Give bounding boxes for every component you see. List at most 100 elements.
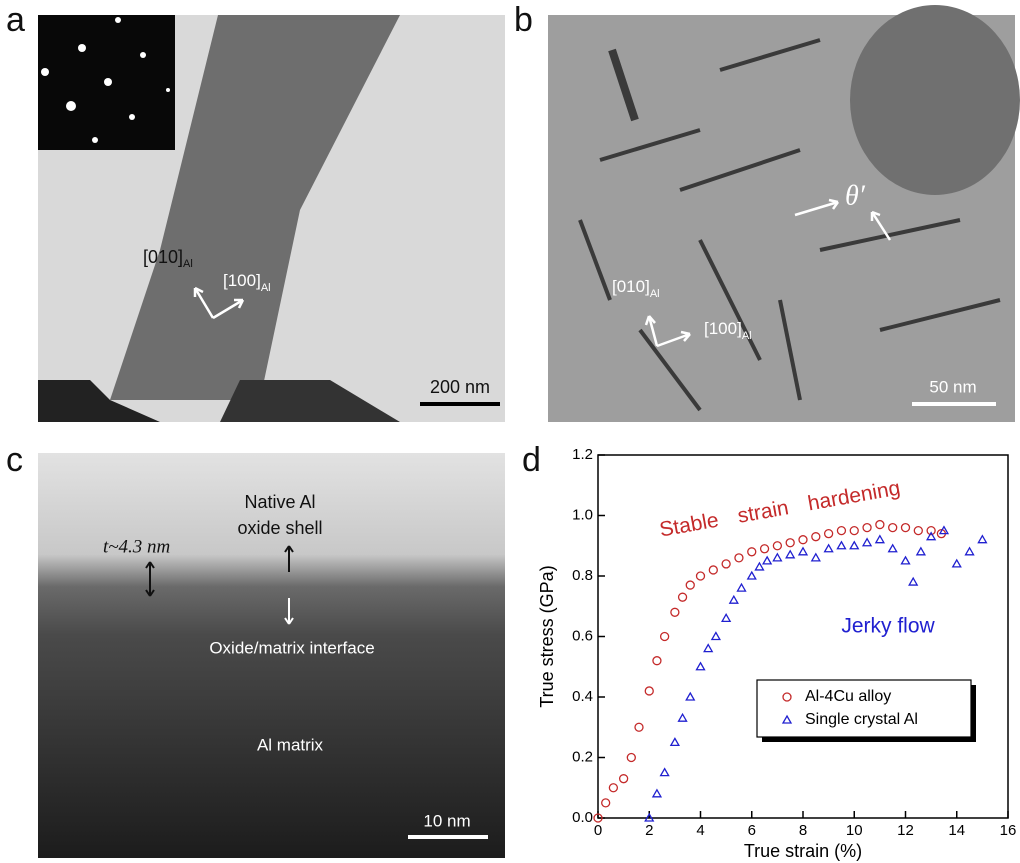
data-point: [748, 572, 756, 579]
panel-label: a: [6, 1, 25, 39]
data-point: [735, 554, 743, 562]
panel-label: b: [514, 1, 533, 39]
figure: a b c d [010]Al [100]Al 200 nm: [0, 0, 1020, 863]
data-point: [773, 554, 781, 561]
data-point: [889, 545, 897, 552]
y-tick-label: 0.2: [572, 748, 593, 765]
data-point: [709, 566, 717, 574]
data-point: [786, 539, 794, 547]
scale-bar-label: 50 nm: [929, 377, 976, 396]
data-point: [697, 572, 705, 580]
legend: Al-4Cu alloy Single crystal Al: [757, 680, 976, 742]
data-point: [722, 614, 730, 621]
panel-label: c: [6, 441, 23, 479]
data-point: [953, 560, 961, 567]
interface-label: Oxide/matrix interface: [209, 638, 374, 657]
y-tick-label: 0.8: [572, 567, 593, 584]
data-point: [609, 784, 617, 792]
x-tick-label: 4: [696, 822, 704, 839]
x-tick-label: 8: [799, 822, 807, 839]
scale-bar: [912, 402, 996, 406]
data-point: [763, 557, 771, 564]
data-point: [704, 645, 712, 652]
data-point: [712, 633, 720, 640]
data-point: [786, 551, 794, 558]
data-point: [917, 548, 925, 555]
data-point: [748, 548, 756, 556]
data-point: [902, 524, 910, 532]
data-point: [876, 536, 884, 543]
data-point: [825, 530, 833, 538]
data-point: [755, 563, 763, 570]
panel-a: [010]Al [100]Al 200 nm: [38, 15, 505, 422]
data-point: [876, 521, 884, 529]
data-point: [645, 687, 653, 695]
matrix-label: Al matrix: [257, 735, 324, 754]
x-tick-label: 14: [948, 822, 965, 839]
data-point: [627, 754, 635, 762]
shell-label: Native Al: [244, 492, 315, 512]
x-tick-label: 10: [846, 822, 863, 839]
x-axis-label: True strain (%): [744, 841, 862, 861]
shell-label: oxide shell: [237, 518, 322, 538]
data-point: [902, 557, 910, 564]
scale-bar-label: 10 nm: [423, 811, 470, 830]
data-point: [661, 769, 669, 776]
data-point: [730, 596, 738, 603]
data-point: [679, 714, 687, 721]
data-point: [697, 663, 705, 670]
precipitate-label: θ′: [845, 180, 866, 211]
data-point: [620, 775, 628, 783]
y-tick-label: 1.0: [572, 506, 593, 523]
y-axis-label: True stress (GPa): [537, 565, 557, 707]
data-point: [761, 545, 769, 553]
legend-label: Single crystal Al: [805, 711, 918, 728]
data-point: [837, 527, 845, 535]
data-point: [602, 799, 610, 807]
y-tick-label: 0.4: [572, 688, 593, 705]
data-point: [812, 554, 820, 561]
legend-label: Al-4Cu alloy: [805, 688, 891, 705]
x-tick-label: 0: [594, 822, 602, 839]
y-tick-label: 1.2: [572, 446, 593, 463]
data-point: [635, 723, 643, 731]
data-point: [671, 738, 679, 745]
x-tick-label: 16: [1000, 822, 1017, 839]
panel-b: [010]Al [100]Al θ′ 50 nm: [548, 5, 1020, 422]
panel-label: d: [522, 441, 541, 479]
data-point: [837, 542, 845, 549]
data-point: [863, 539, 871, 546]
scale-bar: [408, 835, 488, 839]
data-point: [966, 548, 974, 555]
data-point: [889, 524, 897, 532]
data-point: [812, 533, 820, 541]
data-point: [773, 542, 781, 550]
annotation: Jerky flow: [841, 615, 935, 638]
grain: [850, 5, 1020, 195]
data-point: [653, 790, 661, 797]
scale-bar: [420, 402, 500, 406]
data-point: [863, 524, 871, 532]
data-point: [653, 657, 661, 665]
data-point: [671, 608, 679, 616]
data-point: [825, 545, 833, 552]
data-point: [686, 581, 694, 589]
scale-bar-label: 200 nm: [430, 377, 490, 397]
thickness-label: t~4.3 nm: [103, 536, 170, 557]
y-tick-label: 0.0: [572, 809, 593, 826]
data-point: [738, 584, 746, 591]
panel-c: t~4.3 nm Native Al oxide shell Oxide/mat…: [38, 453, 505, 858]
x-tick-label: 12: [897, 822, 914, 839]
data-point: [679, 593, 687, 601]
data-point: [850, 527, 858, 535]
data-point: [686, 693, 694, 700]
data-point: [914, 527, 922, 535]
x-tick-label: 2: [645, 822, 653, 839]
data-point: [799, 548, 807, 555]
data-point: [722, 560, 730, 568]
data-point: [661, 633, 669, 641]
x-tick-label: 6: [748, 822, 756, 839]
data-point: [909, 578, 917, 585]
data-point: [799, 536, 807, 544]
